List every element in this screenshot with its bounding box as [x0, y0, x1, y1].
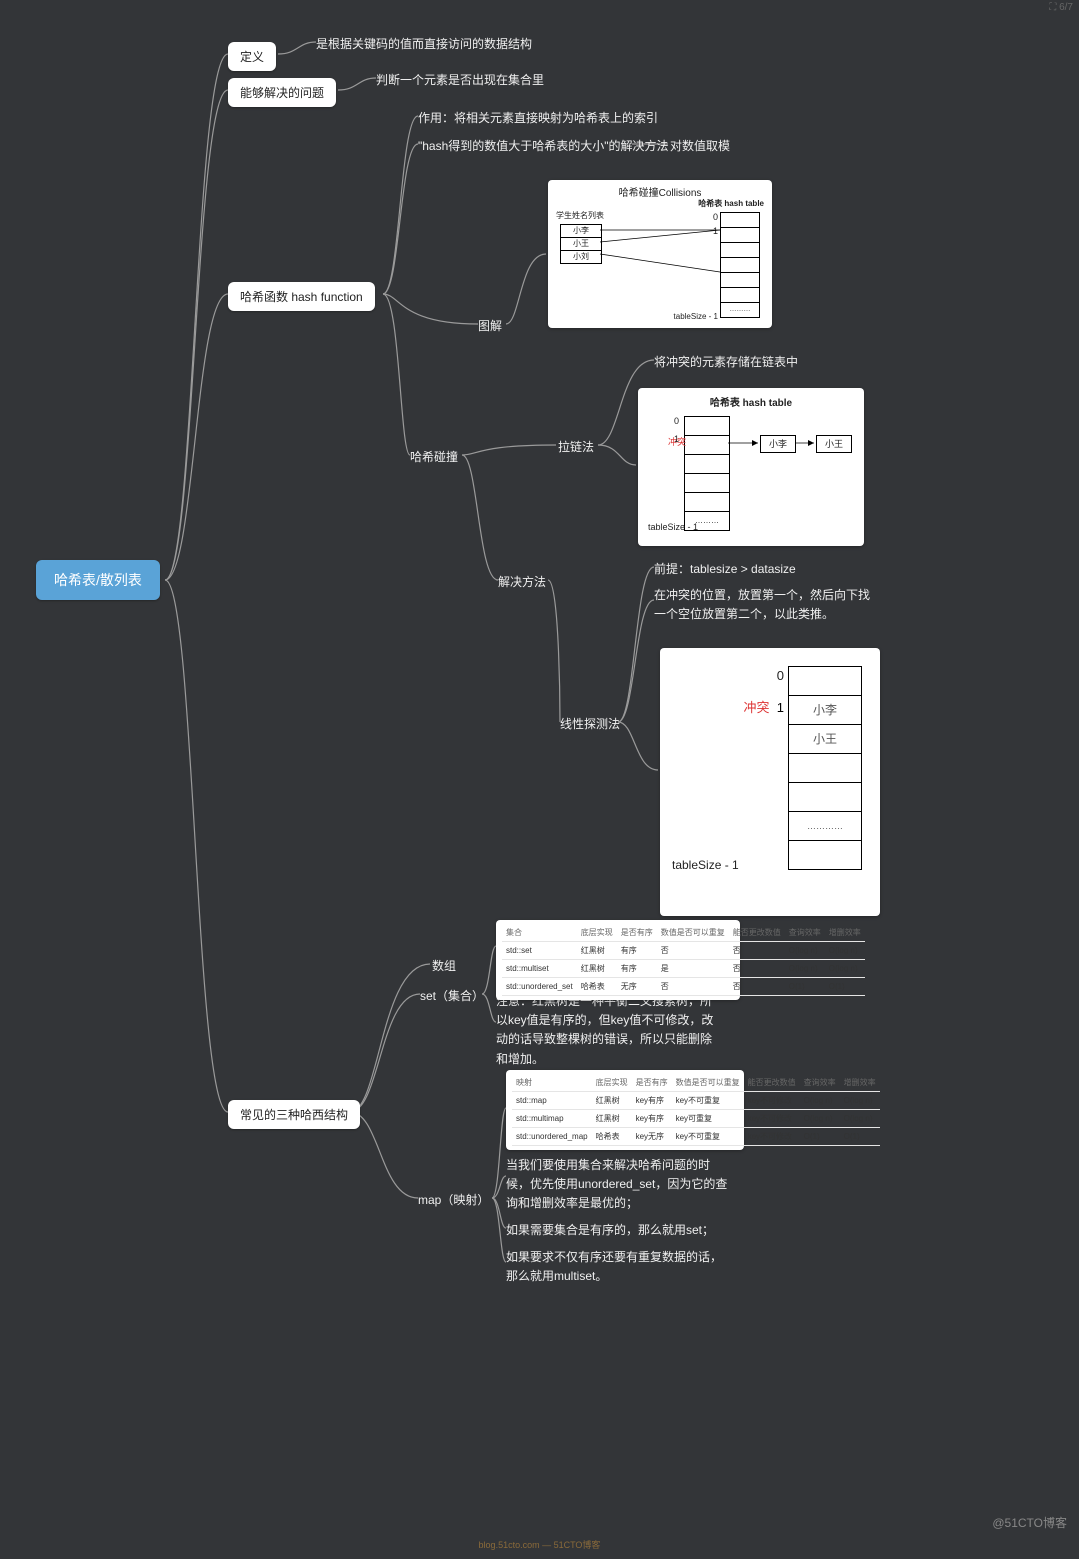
leaf-set: set（集合） [420, 987, 484, 1004]
watermark: @51CTO博客 [992, 1514, 1067, 1531]
leaf-chaining-label: 拉链法 [558, 438, 594, 455]
leaf-map-p3: 如果要求不仅有序还要有重复数据的话，那么就用multiset。 [506, 1248, 732, 1286]
leaf-chaining-text: 将冲突的元素存储在链表中 [654, 353, 798, 370]
top-right-label: ⛶ 6/7 [1049, 2, 1073, 13]
leaf-hash-mod: "hash得到的数值大于哈希表的大小"的解决方法 [418, 137, 669, 154]
table-map-complexity: 映射底层实现是否有序数值是否可以重复能否更改数值查询效率增删效率 std::ma… [506, 1070, 744, 1150]
map-table-el: 映射底层实现是否有序数值是否可以重复能否更改数值查询效率增删效率 std::ma… [512, 1074, 880, 1146]
leaf-hash-mod-solution: 对数值取模 [670, 137, 730, 154]
connector-lines [0, 0, 1079, 1559]
leaf-hash-role: 作用：将相关元素直接映射为哈希表上的索引 [418, 109, 658, 126]
leaf-linearprobe-label: 线性探测法 [560, 715, 620, 732]
table-set-complexity: 集合底层实现是否有序数值是否可以重复能否更改数值查询效率增删效率 std::se… [496, 920, 740, 1000]
node-hashfn[interactable]: 哈希函数 hash function [228, 282, 375, 311]
node-definition[interactable]: 定义 [228, 42, 276, 71]
leaf-def-text: 是根据关键码的值而直接访问的数据结构 [316, 35, 532, 52]
diagram-linear-probe: 小李 小王 ………… 0 冲突 1 tableSize - 1 [660, 648, 880, 916]
leaf-map-p1: 当我们要使用集合来解决哈希问题的时候，优先使用unordered_set，因为它… [506, 1156, 732, 1214]
node-structures[interactable]: 常见的三种哈西结构 [228, 1100, 360, 1129]
leaf-map: map（映射） [418, 1191, 489, 1208]
diagram-chaining: 哈希表 hash table ……… 冲突 0 1 tableSize - 1 … [638, 388, 864, 546]
leaf-problem-text: 判断一个元素是否出现在集合里 [376, 71, 544, 88]
root-node[interactable]: 哈希表/散列表 [36, 560, 160, 600]
leaf-linearprobe-desc: 在冲突的位置，放置第一个，然后向下找一个空位放置第二个，以此类推。 [654, 586, 870, 624]
mindmap-canvas: ⛶ 6/7 哈希表/散列表 定义 能够解决的问题 [0, 0, 1079, 1559]
node-problem[interactable]: 能够解决的问题 [228, 78, 336, 107]
footer-credit: blog.51cto.com — 51CTO博客 [0, 1538, 1079, 1551]
leaf-collisions-label: 哈希碰撞 [410, 448, 458, 465]
leaf-set-note: 注意：红黑树是一种平衡二叉搜索树，所以key值是有序的，但key值不可修改，改动… [496, 992, 722, 1069]
set-table-el: 集合底层实现是否有序数值是否可以重复能否更改数值查询效率增删效率 std::se… [502, 924, 865, 996]
leaf-diagram-label: 图解 [478, 317, 502, 334]
diagram-collisions: 哈希碰撞Collisions 学生姓名列表 哈希表 hash table 小李 … [548, 180, 772, 328]
leaf-map-p2: 如果需要集合是有序的，那么就用set； [506, 1221, 732, 1240]
leaf-linearprobe-premise: 前提：tablesize > datasize [654, 560, 796, 577]
leaf-solutions-label: 解决方法 [498, 573, 546, 590]
leaf-array: 数组 [432, 957, 456, 974]
